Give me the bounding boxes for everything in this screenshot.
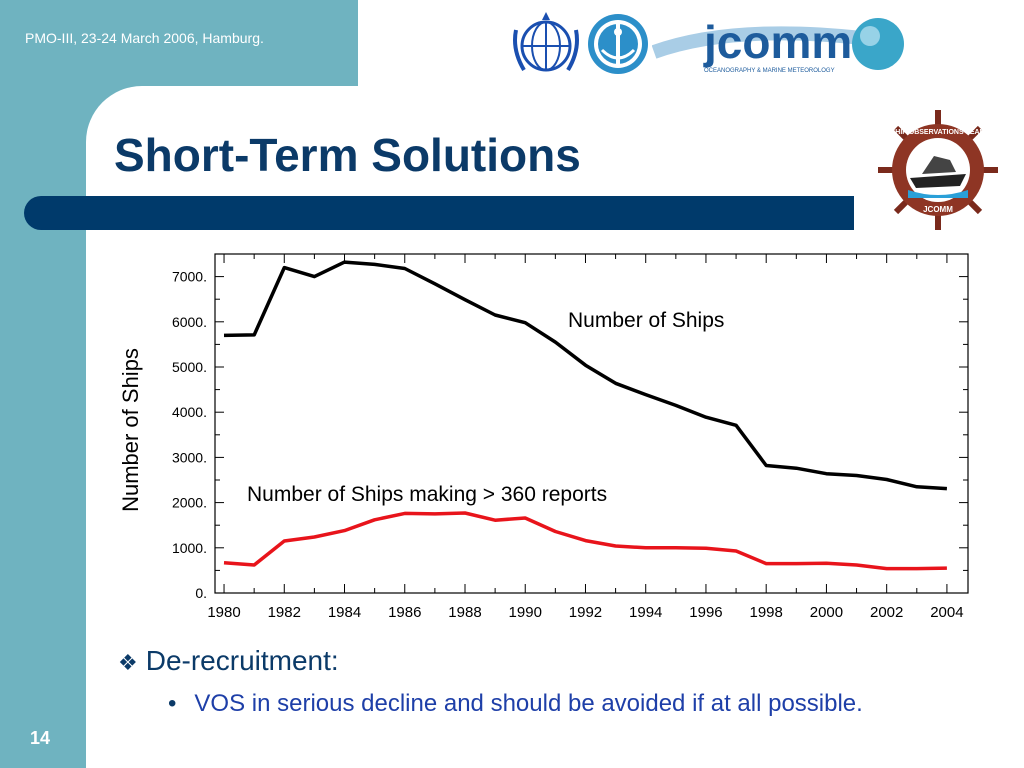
series-line-ships-360-reports xyxy=(223,511,947,571)
x-tick-label: 1998 xyxy=(750,604,783,621)
annotation-ships-360-reports: Number of Ships making > 360 reports xyxy=(247,483,607,506)
x-tick-label: 2004 xyxy=(930,604,963,621)
diamond-bullet-icon: ❖ xyxy=(118,650,138,675)
x-tick-label: 2002 xyxy=(870,604,903,621)
jcomm-wordmark: jcomm xyxy=(703,16,852,68)
y-tick-label: 6000. xyxy=(172,314,207,330)
x-tick-label: 1988 xyxy=(448,604,481,621)
page-number: 14 xyxy=(30,728,51,748)
y-tick-label: 4000. xyxy=(172,404,207,420)
jcomm-logo: jcomm OCEANOGRAPHY & MARINE METEOROLOGY xyxy=(652,16,904,74)
sidebar-top xyxy=(0,0,358,86)
jcomm-tagline: OCEANOGRAPHY & MARINE METEOROLOGY xyxy=(704,68,835,74)
title-underline-bar xyxy=(24,196,854,230)
y-tick-label: 2000. xyxy=(172,495,207,511)
slide-title: Short-Term Solutions xyxy=(114,129,581,181)
bullet-vos-decline: • VOS in serious decline and should be av… xyxy=(168,690,863,718)
event-header: PMO-III, 23-24 March 2006, Hamburg. xyxy=(25,30,264,46)
y-axis-label: Number of Ships xyxy=(118,348,143,512)
x-tick-label: 1996 xyxy=(689,604,722,621)
annotation-number-of-ships: Number of Ships xyxy=(568,309,724,332)
y-tick-label: 3000. xyxy=(172,449,207,465)
sot-ring-text: SHIP OBSERVATIONS TEAM xyxy=(891,129,986,136)
x-tick-label: 1982 xyxy=(268,604,301,621)
y-tick-label: 5000. xyxy=(172,359,207,375)
x-tick-label: 1984 xyxy=(328,604,361,621)
ships-chart: 0. 1000. 2000. 3000. 4000. 5000. 6000. 7000. 198… xyxy=(118,253,969,621)
x-tick-label: 1990 xyxy=(509,604,542,621)
x-tick-label: 1980 xyxy=(207,604,240,621)
bullet1-text: De-recruitment: xyxy=(145,645,339,676)
x-tick-label: 2000 xyxy=(810,604,843,621)
y-tick-label: 0. xyxy=(195,585,207,601)
sot-logo: SHIP OBSERVATIONS TEAM JCOMM xyxy=(878,110,998,230)
sot-ring-bottom: JCOMM xyxy=(923,205,953,214)
wmo-logo xyxy=(513,12,579,72)
ioc-logo xyxy=(588,14,648,74)
x-tick-label: 1986 xyxy=(388,604,421,621)
y-tick-label: 7000. xyxy=(172,269,207,285)
x-tick-label: 1992 xyxy=(569,604,602,621)
dot-bullet-icon: • xyxy=(168,690,177,717)
y-tick-label: 1000. xyxy=(172,540,207,556)
x-tick-label: 1994 xyxy=(629,604,662,621)
bullet-de-recruitment: ❖ De-recruitment: xyxy=(118,645,339,677)
bullet2-text: VOS in serious decline and should be avo… xyxy=(194,690,863,717)
plot-area xyxy=(214,253,969,594)
series-line-number-of-ships xyxy=(223,260,948,491)
